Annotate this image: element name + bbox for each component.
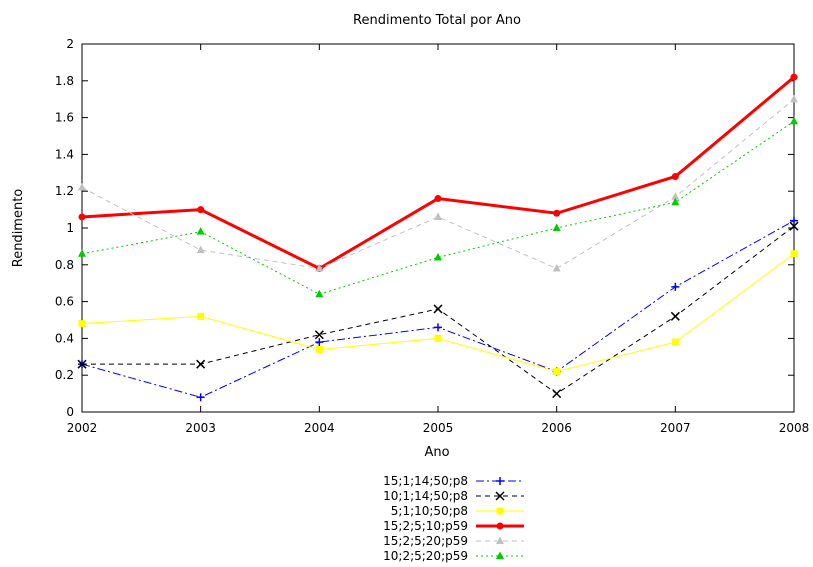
data-point-triangle [790, 116, 798, 125]
data-point-square [315, 345, 323, 353]
x-tick-label: 2003 [185, 421, 216, 435]
x-tick-label: 2006 [541, 421, 572, 435]
data-point-triangle [552, 263, 561, 272]
data-point-circle [553, 209, 561, 217]
data-point-triangle [790, 94, 798, 103]
y-tick-label: 1 [66, 221, 74, 235]
y-tick-label: 2 [66, 37, 74, 51]
data-point-triangle [671, 192, 680, 200]
data-point-plus [496, 477, 504, 485]
data-point-triangle [315, 289, 324, 298]
series-layer [77, 73, 799, 402]
data-point-circle [434, 195, 442, 203]
data-point-cross [433, 304, 443, 314]
data-point-circle [197, 206, 205, 214]
x-tick-label: 2007 [660, 421, 691, 435]
data-point-cross [670, 311, 680, 321]
data-point-circle [790, 73, 798, 81]
y-tick-label: 0.2 [55, 368, 74, 382]
legend-item: 10;1;14;50;p8 [383, 489, 524, 503]
data-point-triangle [671, 197, 680, 206]
chart-title: Rendimento Total por Ano [353, 13, 521, 28]
y-tick-label: 0.6 [55, 295, 74, 309]
series-line [81, 253, 795, 373]
y-tick-label: 0.4 [55, 331, 74, 345]
x-tick-label: 2004 [304, 421, 335, 435]
data-point-cross [196, 359, 206, 369]
y-tick-label: 0.8 [55, 258, 74, 272]
plot-area [81, 43, 795, 413]
data-point-square [553, 368, 561, 376]
x-axis: 2002 2003 2004 2005 2006 2007 2008 [67, 44, 810, 435]
series-line [81, 98, 795, 270]
data-point-square [434, 334, 442, 342]
x-tick-label: 2005 [423, 421, 454, 435]
data-point-plus [315, 338, 324, 347]
data-point-plus [790, 216, 798, 225]
series-2 [77, 221, 799, 399]
x-tick-label: 2008 [779, 421, 810, 435]
y-axis-label: Rendimento [11, 189, 26, 268]
legend-label: 10;1;14;50;p8 [383, 489, 468, 503]
series-3 [78, 250, 798, 376]
legend-label: 5;1;10;50;p8 [391, 504, 468, 518]
legend-item: 15;2;5;10;p59 [383, 519, 524, 533]
plot-border [81, 43, 795, 413]
y-axis: 0 0.2 0.4 0.6 0.8 1 1.2 1.4 1.6 1.8 2 [55, 37, 794, 419]
legend-item: 5;1;10;50;p8 [391, 504, 524, 518]
series-5 [78, 94, 798, 272]
data-point-square [78, 320, 86, 328]
legend: 15;1;14;50;p810;1;14;50;p85;1;10;50;p815… [383, 474, 524, 563]
data-point-square [790, 250, 798, 258]
data-point-triangle [196, 245, 205, 254]
data-point-circle [671, 172, 679, 180]
data-point-plus [196, 393, 205, 402]
y-tick-label: 0 [66, 405, 74, 419]
data-point-cross [789, 221, 799, 231]
data-point-circle [78, 213, 86, 221]
y-tick-label: 1.6 [55, 111, 74, 125]
legend-label: 15;2;5;20;p59 [383, 534, 468, 548]
legend-item: 10;2;5;20;p59 [383, 549, 524, 563]
legend-item: 15;1;14;50;p8 [383, 474, 524, 488]
data-point-square [496, 507, 504, 515]
data-point-triangle [434, 212, 442, 220]
x-axis-label: Ano [424, 445, 449, 460]
data-point-circle [496, 522, 504, 530]
data-point-cross [77, 359, 87, 369]
data-point-triangle [78, 249, 86, 257]
data-point-triangle [196, 227, 205, 235]
data-point-cross [495, 491, 505, 501]
data-point-triangle [434, 252, 442, 261]
data-point-triangle [78, 183, 86, 191]
y-tick-label: 1.4 [55, 147, 74, 161]
legend-label: 15;2;5;10;p59 [383, 519, 468, 533]
y-tick-label: 1.8 [55, 74, 74, 88]
data-point-plus [434, 323, 442, 332]
legend-item: 15;2;5;20;p59 [383, 534, 524, 548]
data-point-triangle [496, 551, 504, 559]
series-line [81, 120, 795, 295]
x-tick-label: 2002 [67, 421, 98, 435]
legend-label: 10;2;5;20;p59 [383, 549, 468, 563]
data-point-plus [671, 282, 680, 291]
series-line [81, 75, 795, 271]
legend-label: 15;1;14;50;p8 [383, 474, 468, 488]
y-tick-label: 1.2 [55, 184, 74, 198]
data-point-cross [314, 330, 324, 340]
data-point-triangle [496, 536, 504, 544]
data-point-square [671, 338, 679, 346]
data-point-square [197, 312, 205, 320]
data-point-triangle [552, 223, 561, 231]
series-6 [78, 116, 798, 298]
data-point-cross [552, 389, 562, 399]
data-point-triangle [315, 263, 324, 272]
